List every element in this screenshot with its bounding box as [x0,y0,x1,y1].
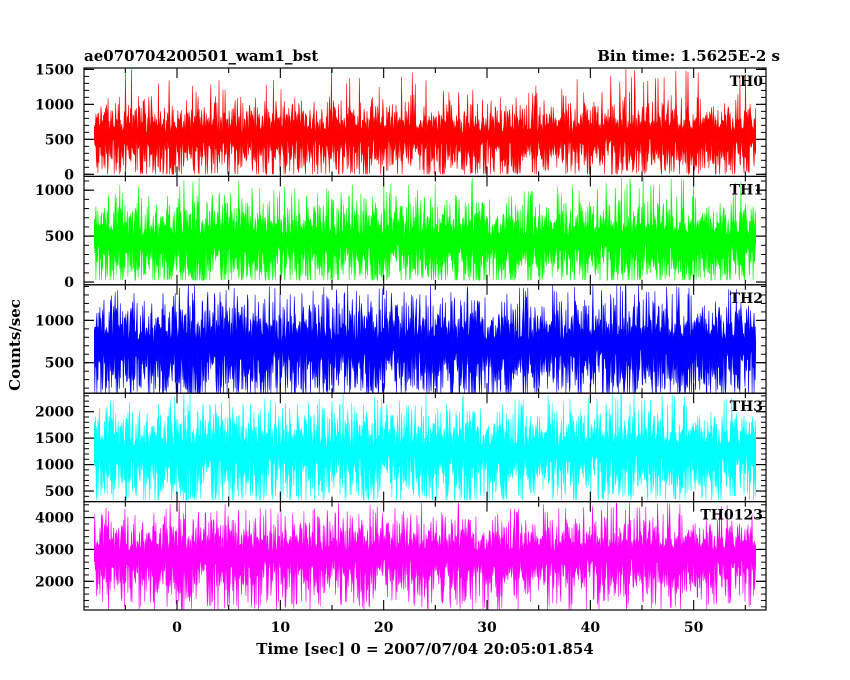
panel-label: TH0123 [700,508,763,524]
panels-group: 0 500 1000 1500 TH0 0 500 1000 TH1 500 1000 TH2 500 1… [35,62,767,611]
y-tick-label: 2000 [35,405,74,421]
y-tick-label: 500 [45,132,74,148]
y-tick-label: 2000 [35,574,74,590]
chart-title-right: Bin time: 1.5625E-2 s [597,47,780,65]
series-th0123 [94,501,756,611]
panel-label: TH3 [730,399,763,415]
y-tick-label: 500 [45,484,74,500]
panel-th0123: 2000 3000 4000 TH0123 [35,501,767,611]
series-th1 [94,177,756,282]
x-tick-label: 0 [172,620,182,636]
x-tick-label: 40 [581,620,601,636]
y-tick-label: 4000 [35,511,74,527]
panel-label: TH2 [730,291,763,307]
x-axis: 0 10 20 30 40 50 [172,620,704,636]
panel-th0: 0 500 1000 1500 TH0 [35,62,767,183]
panel-th2: 500 1000 TH2 [35,284,767,394]
series-th3 [94,393,756,502]
chart-title-left: ae070704200501_wam1_bst [84,47,318,65]
series-th0 [94,68,756,176]
x-tick-label: 20 [374,620,394,636]
x-tick-label: 10 [271,620,291,636]
series-th2 [94,284,756,394]
y-tick-label: 1500 [35,62,74,78]
x-axis-label: Time [sec] 0 = 2007/07/04 20:05:01.854 [256,640,593,658]
y-tick-label: 1000 [35,183,74,199]
panel-label: TH1 [730,182,763,198]
panel-th1: 0 500 1000 TH1 [35,175,767,291]
y-axis-label: Counts/sec [6,299,24,391]
x-tick-label: 30 [477,620,497,636]
y-tick-label: 1000 [35,313,74,329]
y-tick-label: 3000 [35,542,74,558]
y-tick-label: 0 [64,275,74,291]
y-tick-label: 1500 [35,431,74,447]
x-tick-label: 50 [684,620,704,636]
panel-th3: 500 1000 1500 2000 TH3 [35,392,767,503]
panel-label: TH0 [730,74,764,90]
y-tick-label: 500 [45,356,74,372]
y-tick-label: 1000 [35,458,74,474]
y-tick-label: 0 [64,167,74,183]
y-tick-label: 500 [45,229,74,245]
y-tick-label: 1000 [35,97,74,113]
